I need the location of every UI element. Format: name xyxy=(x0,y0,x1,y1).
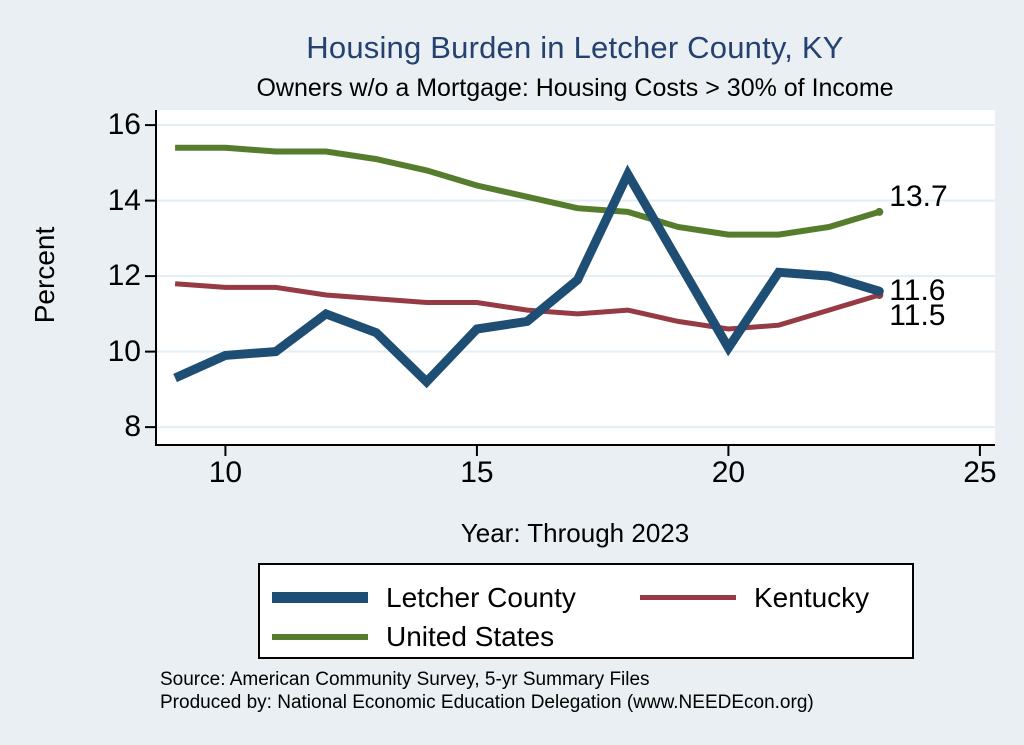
x-tick-label-20: 20 xyxy=(711,456,746,489)
series-line-letcher-county xyxy=(173,164,881,389)
y-tick-label-14: 14 xyxy=(107,183,141,217)
legend-label-united-states: United States xyxy=(386,620,555,652)
y-tick-label-10: 10 xyxy=(107,334,141,368)
x-tick-label-15: 15 xyxy=(460,456,494,489)
chart-subtitle: Owners w/o a Mortgage: Housing Costs > 3… xyxy=(256,74,894,102)
legend-label-letcher-county: Letcher County xyxy=(386,581,576,613)
x-tick-label-25: 25 xyxy=(963,456,997,489)
legend-row-1: Letcher County Kentucky xyxy=(272,578,912,617)
united-states-line-swatch xyxy=(272,633,368,640)
series-end-label-letcher-county: 11.6 xyxy=(889,274,946,308)
series-end-dot-united-states xyxy=(875,207,884,216)
produced-by-line: Produced by: National Economic Education… xyxy=(160,692,814,713)
legend-item-letcher-county: Letcher County xyxy=(272,582,640,614)
y-tick-label-16: 16 xyxy=(107,108,141,142)
source-block: Source: American Community Survey, 5-yr … xyxy=(160,668,814,714)
y-tick-label-8: 8 xyxy=(124,410,141,444)
plot-svg xyxy=(145,110,995,456)
legend: Letcher County Kentucky United States xyxy=(258,563,914,659)
series-line-united-states xyxy=(175,144,881,238)
y-tick-label-12: 12 xyxy=(107,259,141,293)
plot-area xyxy=(145,110,995,456)
chart-title: Housing Burden in Letcher County, KY xyxy=(306,30,844,65)
kentucky-line-swatch xyxy=(640,595,736,600)
series-end-label-united-states: 13.7 xyxy=(889,179,948,213)
series-line-kentucky xyxy=(174,281,881,332)
legend-item-united-states: United States xyxy=(272,621,640,653)
letcher-county-line-swatch xyxy=(272,592,368,603)
x-tick-label-10: 10 xyxy=(208,456,243,489)
series-end-label-kentucky: 11.5 xyxy=(889,298,946,332)
legend-row-2: United States xyxy=(272,617,912,656)
series-end-dot-letcher-county xyxy=(874,286,884,296)
legend-item-kentucky: Kentucky xyxy=(640,582,869,614)
x-axis-title: Year: Through 2023 xyxy=(460,518,690,548)
legend-label-kentucky: Kentucky xyxy=(754,581,870,613)
source-line: Source: American Community Survey, 5-yr … xyxy=(160,669,650,690)
